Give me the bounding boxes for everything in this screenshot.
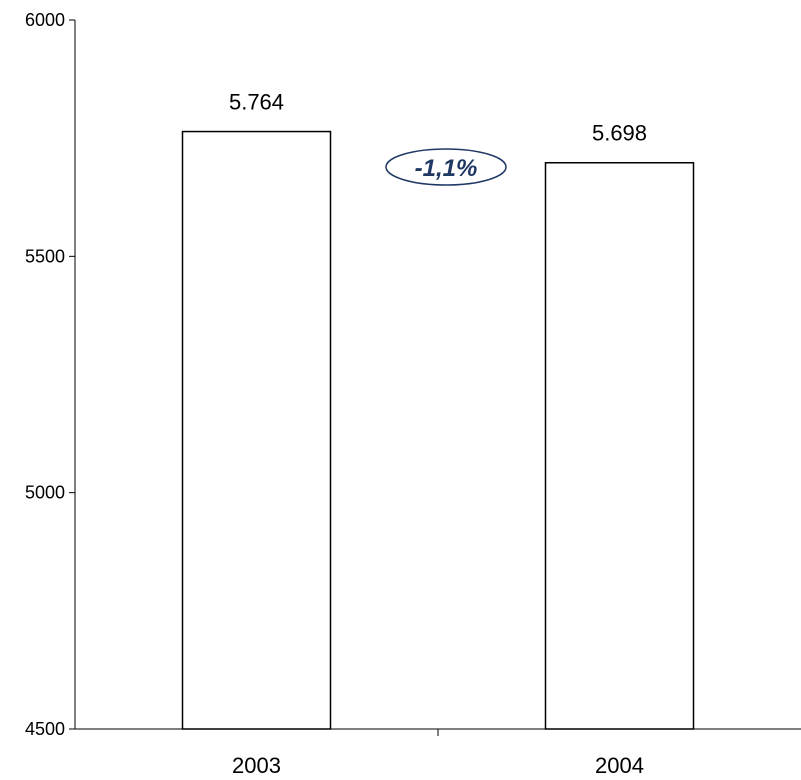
bar-2004 <box>544 161 695 730</box>
x-tick-label-2003: 2003 <box>232 753 281 778</box>
x-axis-ticks: 2003 2004 <box>232 729 644 778</box>
x-tick-label-2004: 2004 <box>595 753 644 778</box>
y-tick-label: 6000 <box>25 10 65 30</box>
change-annotation-ellipse <box>385 148 507 186</box>
data-label-2004: 5.698 <box>592 121 647 146</box>
bar-2003 <box>181 130 332 730</box>
y-tick-label: 5500 <box>25 246 65 266</box>
data-label-2003: 5.764 <box>229 90 284 115</box>
y-axis-ticks: 4500 5000 5500 6000 <box>25 10 75 739</box>
y-tick-label: 5000 <box>25 483 65 503</box>
change-annotation-text: -1,1% <box>415 155 478 182</box>
change-annotation: -1,1% <box>385 148 507 186</box>
y-tick-label: 4500 <box>25 719 65 739</box>
bars: 5.764 5.698 <box>181 90 695 730</box>
